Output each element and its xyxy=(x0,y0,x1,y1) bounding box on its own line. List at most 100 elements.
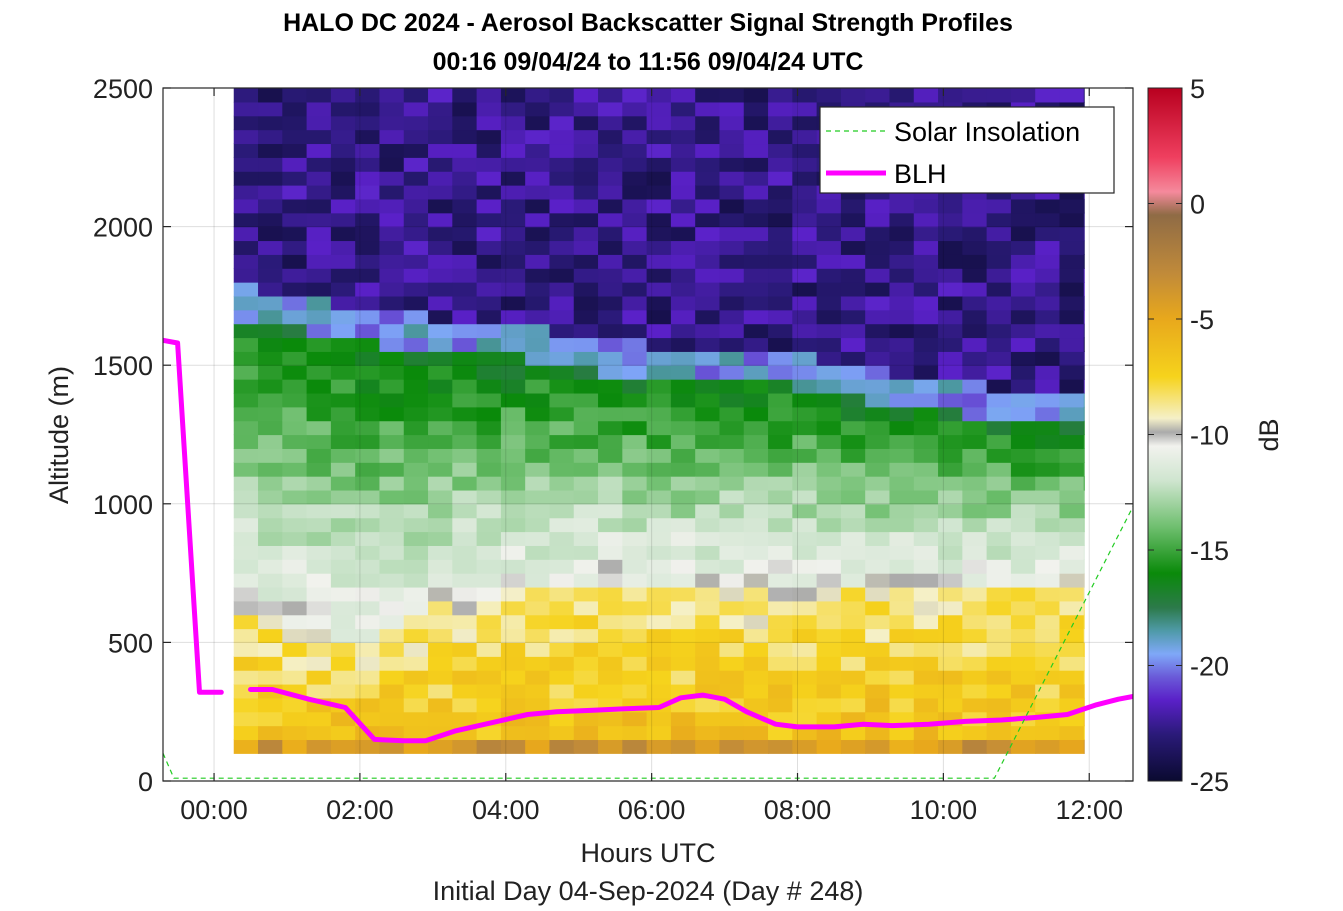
heatmap-cell xyxy=(865,545,891,560)
heatmap-cell xyxy=(525,600,551,616)
heatmap-cell xyxy=(258,614,283,630)
heatmap-cell xyxy=(768,670,793,685)
heatmap-cell xyxy=(695,489,721,505)
heatmap-cell xyxy=(476,212,502,228)
heatmap-cell xyxy=(695,295,721,311)
heatmap-cell xyxy=(792,545,818,560)
heatmap-cell xyxy=(330,351,356,366)
heatmap-cell xyxy=(646,351,672,366)
heatmap-cell xyxy=(865,531,891,546)
heatmap-cell xyxy=(573,379,599,394)
heatmap-cell xyxy=(549,240,575,255)
heatmap-cell xyxy=(622,600,648,616)
heatmap-cell xyxy=(695,614,721,630)
heatmap-cell xyxy=(549,434,575,449)
heatmap-cell xyxy=(913,240,939,255)
heatmap-cell xyxy=(986,198,1012,214)
heatmap-cell xyxy=(573,614,599,630)
heatmap-cell xyxy=(816,268,842,283)
heatmap-cell xyxy=(938,683,963,699)
heatmap-cell xyxy=(282,295,308,311)
heatmap-cell xyxy=(719,323,745,339)
day-label: Initial Day 04-Sep-2024 (Day # 248) xyxy=(432,876,864,906)
heatmap-cell xyxy=(476,295,502,311)
heatmap-cell xyxy=(646,198,672,214)
heatmap-cell xyxy=(355,697,381,713)
heatmap-cell xyxy=(743,656,769,671)
heatmap-cell xyxy=(330,379,356,394)
heatmap-cell xyxy=(1010,489,1036,505)
heatmap-cell xyxy=(1083,739,1085,754)
heatmap-cell xyxy=(330,295,356,311)
heatmap-cell xyxy=(1059,683,1085,699)
heatmap-cell xyxy=(719,406,745,422)
heatmap-cell xyxy=(962,365,988,380)
heatmap-cell xyxy=(719,725,745,741)
heatmap-cell xyxy=(598,365,623,380)
heatmap-cell xyxy=(379,711,405,727)
heatmap-cell xyxy=(646,503,672,519)
heatmap-cell xyxy=(549,448,575,463)
heatmap-cell xyxy=(573,212,599,228)
heatmap-cell xyxy=(573,725,599,741)
heatmap-cell xyxy=(938,240,963,255)
heatmap-cell xyxy=(355,115,381,131)
heatmap-cell xyxy=(938,614,963,630)
heatmap-cell xyxy=(428,282,453,297)
heatmap-cell xyxy=(792,559,818,574)
heatmap-cell xyxy=(500,448,526,463)
heatmap-cell xyxy=(428,420,453,436)
heatmap-cell xyxy=(1035,697,1061,713)
heatmap-cell xyxy=(1059,365,1085,380)
heatmap-cell xyxy=(306,600,332,616)
heatmap-cell xyxy=(986,600,1012,616)
heatmap-cell xyxy=(379,462,405,477)
heatmap-cell xyxy=(719,656,745,671)
heatmap-cell xyxy=(306,351,332,366)
heatmap-cell xyxy=(598,185,623,200)
heatmap-cell xyxy=(598,739,623,754)
heatmap-cell xyxy=(258,517,283,533)
heatmap-cell xyxy=(233,226,259,242)
heatmap-cell xyxy=(282,101,308,117)
heatmap-cell xyxy=(573,88,599,103)
heatmap-cell xyxy=(428,337,453,352)
heatmap-cell xyxy=(646,462,672,477)
heatmap-cell xyxy=(768,268,793,283)
heatmap-cell xyxy=(403,434,429,449)
heatmap-cell xyxy=(476,129,502,145)
heatmap-cell xyxy=(719,489,745,505)
heatmap-cell xyxy=(962,226,988,242)
heatmap-cell xyxy=(452,697,478,713)
heatmap-cell xyxy=(622,157,648,172)
heatmap-cell xyxy=(233,101,259,117)
heatmap-cell xyxy=(670,462,696,477)
heatmap-cell xyxy=(646,101,672,117)
heatmap-cell xyxy=(962,434,988,449)
heatmap-cell xyxy=(476,88,502,103)
heatmap-cell xyxy=(452,379,478,394)
heatmap-cell xyxy=(1059,476,1085,491)
heatmap-cell xyxy=(986,295,1012,311)
heatmap-cell xyxy=(282,88,308,103)
heatmap-cell xyxy=(792,600,818,616)
heatmap-cell xyxy=(476,351,502,366)
heatmap-cell xyxy=(549,101,575,117)
heatmap-cell xyxy=(670,115,696,131)
heatmap-cell xyxy=(1035,642,1061,657)
chart-title: HALO DC 2024 - Aerosol Backscatter Signa… xyxy=(283,9,1013,37)
heatmap-cell xyxy=(330,642,356,657)
heatmap-cell xyxy=(840,240,866,255)
colorbar-tick-label: 0 xyxy=(1190,190,1205,220)
heatmap-cell xyxy=(622,489,648,505)
heatmap-cell xyxy=(452,489,478,505)
heatmap-cell xyxy=(258,406,283,422)
heatmap-cell xyxy=(379,545,405,560)
heatmap-cell xyxy=(986,462,1012,477)
heatmap-cell xyxy=(1035,656,1061,671)
heatmap-cell xyxy=(768,545,793,560)
heatmap-cell xyxy=(330,268,356,283)
heatmap-cell xyxy=(938,337,963,352)
heatmap-cell xyxy=(500,697,526,713)
heatmap-cell xyxy=(452,670,478,685)
